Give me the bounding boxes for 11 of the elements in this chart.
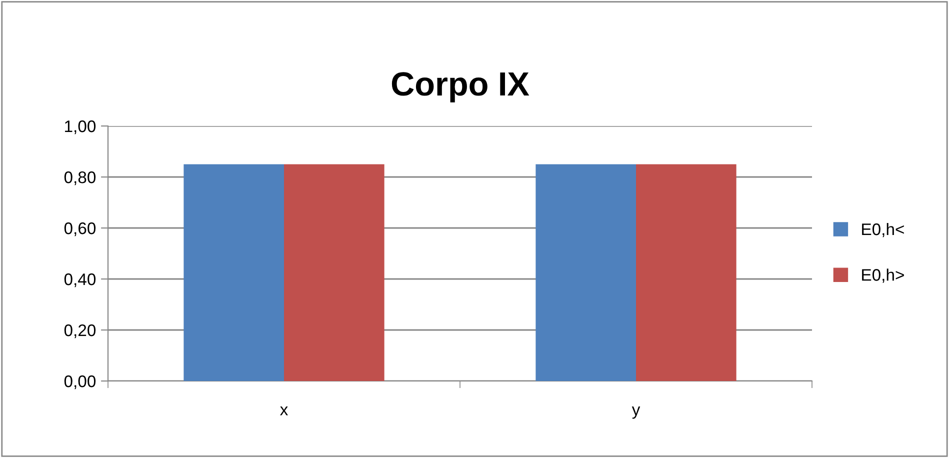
x-tick-label: y: [632, 406, 640, 419]
legend-label: E0,h>: [862, 268, 904, 283]
y-tick-label: 0,20: [64, 324, 96, 338]
legend-label: E0,h<: [862, 222, 904, 238]
y-tick-label: 1,00: [65, 120, 96, 134]
chart-title: Corpo IX: [392, 72, 530, 102]
y-tick-label: 0,80: [64, 171, 96, 186]
x-tick-label: x: [280, 406, 288, 416]
y-tick-label: 0,60: [64, 222, 96, 236]
y-tick-label: 0,00: [64, 375, 96, 390]
y-tick-label: 0,40: [64, 273, 96, 288]
